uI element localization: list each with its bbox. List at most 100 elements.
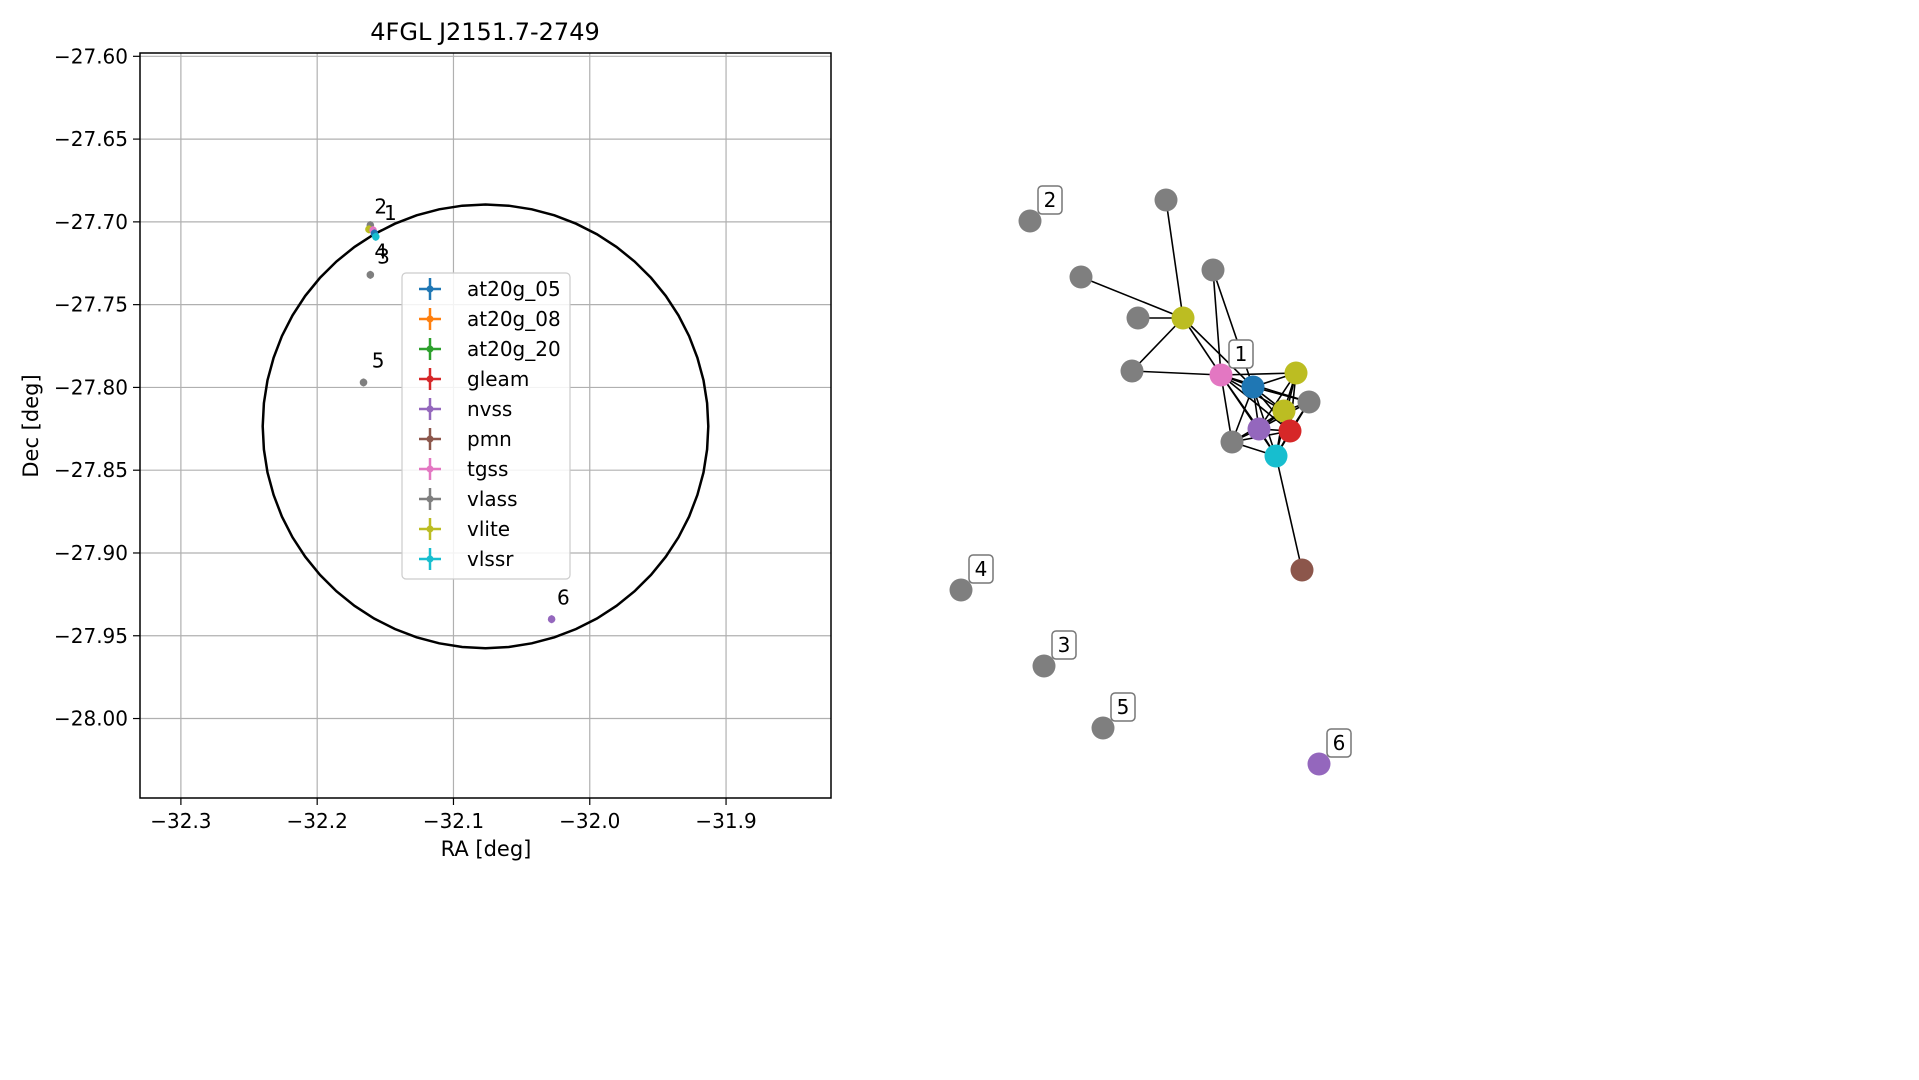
- y-tick-label: −27.75: [54, 293, 128, 317]
- graph-node: [1220, 430, 1244, 454]
- legend-marker-dot: [426, 435, 434, 443]
- x-gridlines: [180, 53, 727, 798]
- graph-node: [1171, 306, 1195, 330]
- graph-label-box: [1051, 630, 1077, 660]
- graph-node: [1069, 265, 1093, 289]
- legend-marker-dot: [426, 285, 434, 293]
- graph-label-box: [1326, 728, 1352, 758]
- legend-item: nvss: [419, 397, 512, 421]
- y-axis-ticks: −27.60 −27.65 −27.70 −27.75 −27.80 −27.85 −27.…: [54, 44, 140, 731]
- graph-edge: [1080, 276, 1184, 319]
- legend-item: at20g_20: [419, 337, 561, 361]
- x-tick-label: −32.3: [150, 809, 211, 833]
- graph-label: 4: [975, 557, 988, 581]
- graph-labels: 2 1 4 3 5 6: [968, 185, 1352, 758]
- legend-item: vlite: [419, 517, 510, 541]
- plot-frame: [139, 52, 832, 799]
- graph-edge: [1212, 269, 1222, 376]
- legend-label: nvss: [467, 397, 512, 421]
- plot-title: 4FGL J2151.7-2749: [370, 18, 599, 46]
- y-axis-label: Dec [deg]: [19, 374, 43, 477]
- graph-node: [1201, 258, 1225, 282]
- y-tick-label: −27.90: [54, 541, 128, 565]
- legend-label: at20g_20: [467, 337, 561, 361]
- graph-edges: [1080, 199, 1310, 571]
- graph-label: 2: [1044, 188, 1057, 212]
- network-graph: 2 1 4 3 5 6: [949, 185, 1352, 776]
- legend-item: vlass: [419, 487, 518, 511]
- legend-marker-dot: [426, 345, 434, 353]
- graph-edge: [1131, 317, 1184, 372]
- point-annotation: 6: [557, 585, 570, 609]
- graph-edge: [1182, 317, 1254, 388]
- point-annotation: 3: [377, 244, 390, 268]
- graph-label: 5: [1117, 695, 1130, 719]
- x-tick-label: −32.2: [287, 809, 348, 833]
- y-tick-label: −27.80: [54, 375, 128, 399]
- legend-marker-dot: [426, 525, 434, 533]
- graph-node: [1120, 359, 1144, 383]
- x-tick-label: −32.0: [559, 809, 620, 833]
- graph-edge: [1131, 370, 1222, 376]
- graph-node: [1126, 306, 1150, 330]
- source-annotations: 21 43 5 6: [372, 195, 570, 610]
- legend-label: vlite: [467, 517, 510, 541]
- point-annotation: 5: [372, 349, 385, 373]
- source-point: [366, 271, 375, 279]
- graph-node: [1290, 558, 1314, 582]
- y-tick-label: −28.00: [54, 707, 128, 731]
- legend-label: vlssr: [467, 547, 514, 571]
- legend-marker-dot: [426, 555, 434, 563]
- graph-node: [1264, 444, 1288, 468]
- graph-label-box: [1110, 692, 1136, 722]
- source-points: [359, 221, 556, 624]
- graph-label: 3: [1058, 633, 1071, 657]
- legend-item: tgss: [419, 457, 508, 481]
- graph-node: [1154, 188, 1178, 212]
- graph-node: [1247, 417, 1271, 441]
- graph-label-box: [968, 554, 994, 584]
- legend-item: vlssr: [419, 547, 514, 571]
- legend-item: at20g_08: [419, 307, 561, 331]
- localization-ellipse: [261, 203, 710, 650]
- legend-item: pmn: [419, 427, 512, 451]
- y-tick-label: −27.70: [54, 210, 128, 234]
- point-annotation: 2: [374, 195, 387, 219]
- legend-label: at20g_05: [467, 277, 561, 301]
- source-point: [359, 378, 368, 387]
- graph-nodes: [949, 188, 1331, 776]
- legend-marker-dot: [426, 375, 434, 383]
- graph-node: [1018, 209, 1042, 233]
- legend-box: [401, 272, 571, 580]
- y-tick-label: −27.65: [54, 127, 128, 151]
- source-point: [547, 615, 556, 623]
- graph-node: [1209, 363, 1233, 387]
- graph-label: 6: [1333, 731, 1346, 755]
- x-tick-label: −31.9: [695, 809, 756, 833]
- graph-node: [1272, 399, 1296, 423]
- source-point: [371, 232, 380, 241]
- y-tick-label: −27.85: [54, 458, 128, 482]
- point-annotation: 4: [374, 239, 387, 263]
- graph-node: [1284, 361, 1308, 385]
- legend-label: at20g_08: [467, 307, 561, 331]
- y-tick-label: −27.95: [54, 624, 128, 648]
- graph-edge: [1220, 372, 1297, 376]
- point-annotation: 1: [384, 201, 397, 225]
- graph-node: [949, 578, 973, 602]
- legend-marker-dot: [426, 495, 434, 503]
- graph-edge: [1165, 199, 1184, 319]
- graph-label-box: [1228, 339, 1254, 369]
- x-tick-label: −32.1: [423, 809, 484, 833]
- graph-label: 1: [1235, 342, 1248, 366]
- graph-label-box: [1037, 185, 1063, 215]
- legend-label: vlass: [467, 487, 518, 511]
- graph-node: [1032, 654, 1056, 678]
- graph-edge: [1275, 455, 1303, 571]
- legend-marker-dot: [426, 405, 434, 413]
- x-axis-label: RA [deg]: [441, 837, 532, 861]
- x-axis-ticks: −32.3 −32.2 −32.1 −32.0 −31.9: [150, 798, 757, 833]
